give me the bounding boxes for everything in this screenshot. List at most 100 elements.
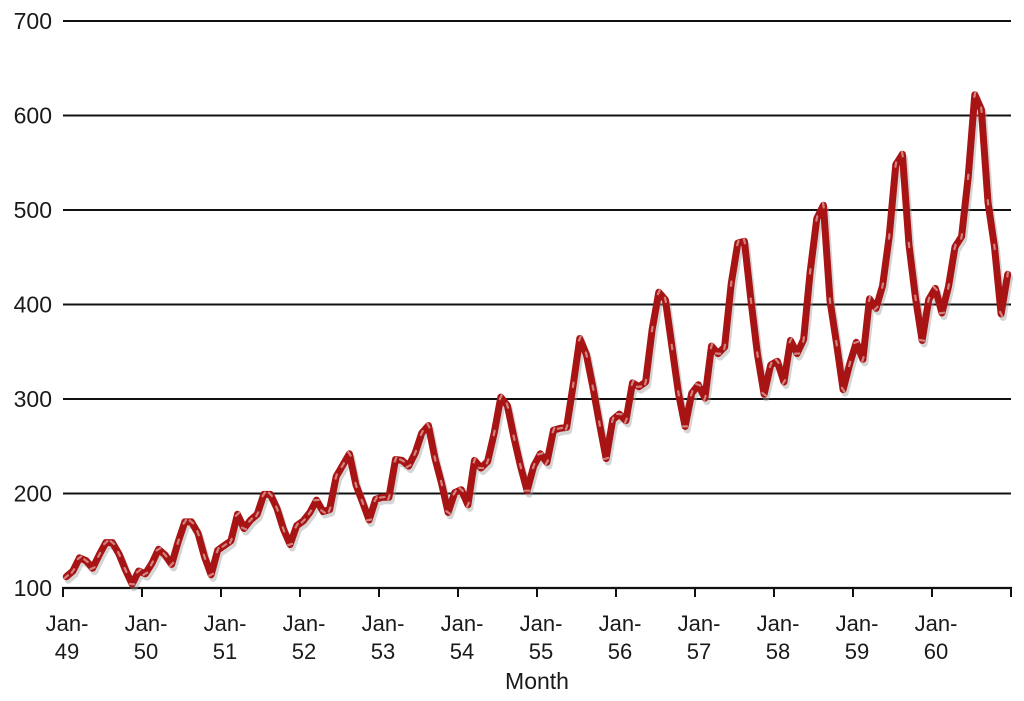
data-point-marker — [774, 358, 780, 365]
data-point-marker — [907, 241, 911, 249]
x-axis-label-month: Jan- — [757, 611, 800, 636]
data-point-marker — [853, 340, 860, 345]
x-axis-label-year: 49 — [55, 639, 79, 664]
data-point-marker — [808, 268, 812, 275]
data-point-marker — [512, 434, 516, 441]
data-point-marker — [616, 412, 623, 416]
data-point-marker — [247, 517, 254, 523]
data-point-marker — [373, 496, 378, 503]
data-point-marker — [228, 537, 233, 544]
data-point-marker — [986, 199, 990, 206]
data-point-marker — [695, 382, 702, 387]
data-point-marker — [505, 402, 510, 409]
data-point-marker — [802, 336, 806, 343]
x-axis-label-year: 52 — [292, 639, 316, 664]
data-point-marker — [518, 462, 523, 470]
data-point-marker — [670, 343, 674, 351]
data-point-marker — [275, 505, 279, 512]
series-line — [62, 91, 1012, 588]
data-point-marker — [828, 297, 832, 304]
data-point-marker — [393, 456, 398, 463]
data-point-marker — [761, 391, 767, 397]
data-point-marker — [900, 150, 904, 158]
data-point-marker — [76, 555, 83, 561]
data-point-marker — [602, 456, 610, 461]
x-axis-label-month: Jan- — [915, 611, 958, 636]
data-point-marker — [815, 215, 819, 222]
data-point-marker — [861, 356, 865, 363]
y-axis-label: 500 — [14, 197, 52, 223]
data-point-marker — [998, 310, 1004, 317]
data-point-marker — [544, 459, 550, 466]
data-point-marker — [340, 462, 346, 469]
x-axis-label-month: Jan- — [599, 611, 642, 636]
data-point-marker — [327, 506, 332, 513]
data-point-marker — [847, 360, 852, 368]
data-point-marker — [255, 511, 260, 518]
data-point-marker — [128, 582, 136, 586]
data-point-marker — [1006, 271, 1010, 278]
data-point-marker — [584, 351, 589, 358]
data-point-marker — [677, 390, 680, 397]
x-axis-label-month: Jan- — [283, 611, 326, 636]
data-point-marker — [379, 495, 386, 499]
data-point-marker — [472, 457, 477, 464]
data-point-marker — [398, 458, 406, 463]
data-point-marker — [781, 379, 787, 385]
x-axis-label-month: Jan- — [46, 611, 89, 636]
x-axis-label-month: Jan- — [836, 611, 879, 636]
data-point-marker — [202, 553, 207, 560]
data-point-marker — [334, 473, 338, 480]
data-point-marker — [551, 427, 556, 434]
data-point-marker — [523, 489, 531, 492]
data-point-marker — [307, 509, 313, 516]
data-point-marker — [196, 530, 200, 537]
data-point-marker — [742, 237, 747, 245]
data-point-marker — [610, 416, 615, 423]
data-point-marker — [835, 339, 838, 347]
data-point-marker — [914, 294, 917, 302]
data-point-marker — [413, 449, 418, 457]
x-axis-label-month: Jan- — [520, 611, 563, 636]
data-point-marker — [973, 91, 977, 98]
data-point-marker — [445, 509, 452, 515]
x-axis-label-year: 53 — [371, 639, 395, 664]
x-axis-label-year: 55 — [529, 639, 553, 664]
y-axis-label: 200 — [14, 481, 52, 507]
data-point-marker — [571, 381, 575, 389]
data-point-marker — [208, 572, 215, 577]
data-point-marker — [918, 338, 926, 342]
y-axis-label: 300 — [14, 386, 52, 412]
data-point-marker — [360, 498, 365, 506]
data-point-marker — [709, 342, 714, 350]
data-point-marker — [123, 566, 128, 574]
data-point-marker — [635, 385, 643, 388]
data-point-marker — [723, 343, 727, 351]
data-point-marker — [477, 466, 485, 470]
data-point-marker — [938, 311, 946, 315]
data-point-marker — [643, 378, 648, 386]
data-point-marker — [452, 489, 457, 496]
data-point-marker — [286, 542, 294, 547]
x-axis-label-month: Jan- — [362, 611, 405, 636]
data-point-marker — [405, 463, 412, 469]
data-point-marker — [142, 571, 149, 577]
data-point-marker — [953, 243, 957, 251]
data-point-marker — [426, 422, 431, 429]
data-point-marker — [927, 296, 931, 304]
data-point-marker — [365, 518, 373, 522]
x-axis-label-month: Jan- — [678, 611, 721, 636]
data-point-marker — [188, 519, 195, 525]
data-point-marker — [689, 390, 694, 397]
data-point-marker — [749, 297, 753, 304]
data-point-marker — [162, 552, 168, 558]
data-point-marker — [966, 173, 970, 181]
data-point-marker — [498, 394, 503, 401]
data-point-marker — [89, 566, 96, 571]
x-axis-label-year: 59 — [845, 639, 869, 664]
data-point-marker — [215, 547, 220, 554]
data-point-marker — [873, 305, 879, 312]
series-line-shadow — [64, 94, 1014, 592]
data-point-marker — [729, 280, 733, 287]
data-point-marker — [768, 361, 773, 369]
